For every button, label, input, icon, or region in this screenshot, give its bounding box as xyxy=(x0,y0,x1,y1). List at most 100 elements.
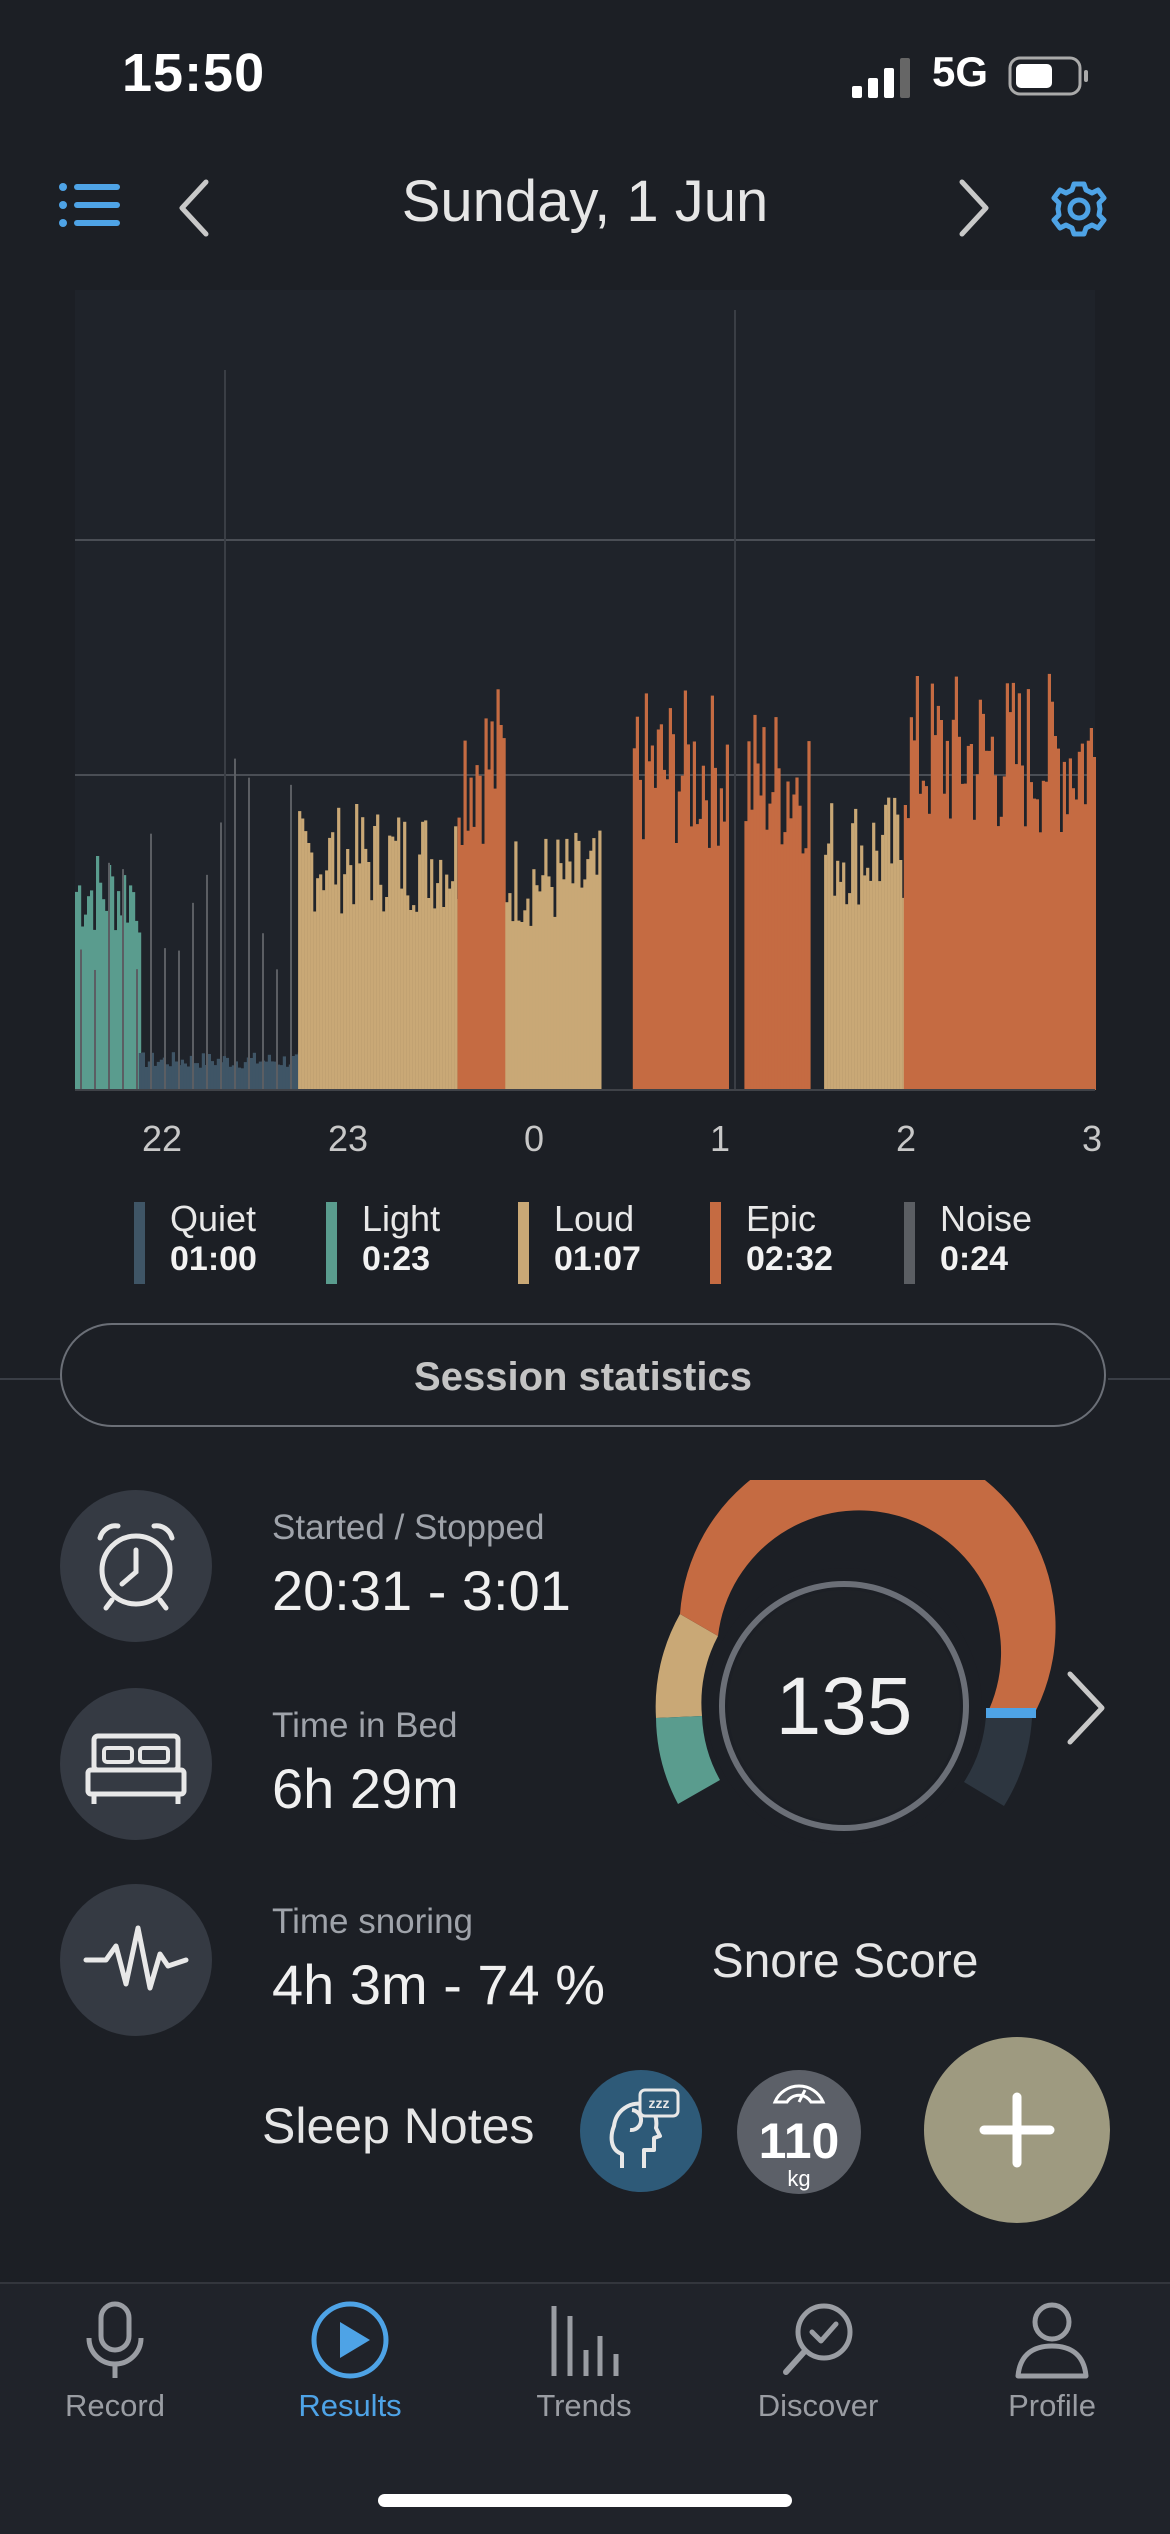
legend-swatch xyxy=(134,1202,145,1284)
chart-bar-loud xyxy=(415,911,419,1090)
chart-bar-loud xyxy=(445,874,449,1090)
chart-bar-loud xyxy=(553,916,557,1090)
chart-bar-epic xyxy=(499,725,503,1090)
chart-bar-loud xyxy=(418,854,422,1090)
chart-bar-light xyxy=(75,891,79,1090)
play-circle-icon xyxy=(311,2301,389,2379)
chart-bar-epic xyxy=(668,708,672,1090)
tab-label: Discover xyxy=(757,2388,879,2423)
chart-bar-epic xyxy=(656,729,660,1090)
chart-bar-epic xyxy=(912,740,916,1090)
tab-profile[interactable]: Profile xyxy=(952,2298,1152,2424)
time-snoring-label: Time snoring xyxy=(272,1902,473,1941)
chart-bar-loud xyxy=(845,904,849,1090)
chart-bar-quiet xyxy=(252,1052,256,1090)
snore-score-gauge[interactable]: 135 xyxy=(620,1480,1100,1860)
add-note-button[interactable] xyxy=(924,2037,1110,2223)
chart-bar-loud xyxy=(538,891,542,1090)
chart-bar-epic xyxy=(719,788,723,1090)
chart-bar-loud xyxy=(559,863,563,1090)
chart-bar-loud xyxy=(595,874,599,1090)
tab-record[interactable]: Record xyxy=(15,2298,215,2424)
chart-bar-epic xyxy=(463,740,467,1090)
chart-bar-epic xyxy=(481,843,485,1090)
chart-bar-quiet xyxy=(147,1061,151,1090)
bar-chart-icon xyxy=(551,2306,619,2376)
next-day-icon[interactable] xyxy=(956,178,992,238)
legend-value: 01:07 xyxy=(554,1240,641,1278)
chart-bar-noise xyxy=(150,833,152,1090)
chart-bar-loud xyxy=(424,820,428,1090)
chart-bar-epic xyxy=(762,727,766,1090)
chart-bar-loud xyxy=(349,865,353,1090)
chart-bar-quiet xyxy=(138,1053,142,1090)
list-menu-icon[interactable] xyxy=(58,180,122,230)
date-title: Sunday, 1 Jun xyxy=(401,169,769,234)
chart-bar-epic xyxy=(999,816,1003,1090)
chart-bar-epic xyxy=(701,765,705,1090)
chart-bar-loud xyxy=(574,832,578,1090)
sleep-note-tired-icon[interactable]: zzz xyxy=(580,2070,702,2192)
chart-bar-loud xyxy=(899,860,903,1090)
chart-bar-epic xyxy=(975,774,979,1090)
chart-bar-light xyxy=(87,896,91,1090)
chart-bar-epic xyxy=(1014,764,1018,1090)
chart-bar-epic xyxy=(1011,682,1015,1090)
chart-bar-epic xyxy=(475,765,479,1090)
tab-bar xyxy=(0,2282,1170,2534)
chart-bar-loud xyxy=(409,910,413,1090)
chart-bar-loud xyxy=(508,893,512,1090)
chart-bar-epic xyxy=(713,767,717,1090)
chart-bar-loud xyxy=(526,898,530,1090)
chart-bar-loud xyxy=(331,832,335,1090)
chart-bar-quiet xyxy=(180,1059,184,1090)
weight-note-button[interactable]: 110 kg xyxy=(737,2070,861,2194)
chart-bar-epic xyxy=(903,805,907,1090)
chevron-right-icon[interactable] xyxy=(1064,1668,1108,1748)
chart-bar-loud xyxy=(307,843,311,1090)
chart-bar-loud xyxy=(890,863,894,1090)
tab-trends[interactable]: Trends xyxy=(484,2298,684,2424)
session-statistics-button[interactable]: Session statistics xyxy=(60,1323,1106,1427)
chart-bar-noise xyxy=(178,950,180,1090)
chart-bar-quiet xyxy=(279,1065,283,1090)
chart-bar-loud xyxy=(517,920,521,1090)
settings-gear-icon[interactable] xyxy=(1048,178,1110,240)
chart-bar-epic xyxy=(1038,832,1042,1090)
chart-bar-quiet xyxy=(228,1066,232,1090)
chart-bar-quiet xyxy=(192,1063,196,1090)
chart-bar-epic xyxy=(1092,757,1096,1090)
tab-label: Results xyxy=(298,2388,402,2423)
chart-bar-epic xyxy=(662,769,666,1090)
tab-results[interactable]: Results xyxy=(250,2298,450,2424)
chart-bar-loud xyxy=(376,814,380,1090)
chart-bar-light xyxy=(120,915,124,1090)
chart-bar-loud xyxy=(893,797,897,1090)
chart-bar-loud xyxy=(866,867,870,1090)
previous-day-icon[interactable] xyxy=(176,178,212,238)
chart-bar-epic xyxy=(689,826,693,1090)
chart-bar-quiet xyxy=(285,1066,289,1090)
chart-bar-loud xyxy=(556,839,560,1090)
chart-bar-loud xyxy=(592,838,596,1090)
chart-bar-loud xyxy=(541,875,545,1090)
chart-bar-epic xyxy=(1044,781,1048,1090)
chart-bar-epic xyxy=(957,736,961,1090)
chart-bar-noise xyxy=(234,758,236,1090)
chart-bar-quiet xyxy=(231,1065,235,1090)
legend-swatch xyxy=(326,1202,337,1284)
chart-bar-epic xyxy=(695,824,699,1090)
chart-bar-epic xyxy=(939,720,943,1090)
chart-bar-epic xyxy=(747,741,751,1090)
chart-bar-quiet xyxy=(144,1067,148,1090)
chart-bar-quiet xyxy=(168,1066,172,1090)
chart-bar-epic xyxy=(993,775,997,1090)
chart-bar-light xyxy=(132,892,136,1090)
chart-bar-quiet xyxy=(240,1068,244,1090)
home-indicator xyxy=(378,2494,792,2507)
chart-bar-epic xyxy=(927,813,931,1090)
snore-timeline-chart xyxy=(75,290,1096,1091)
weight-unit: kg xyxy=(787,2166,811,2191)
tab-discover[interactable]: Discover xyxy=(718,2298,918,2424)
chart-bar-epic xyxy=(1032,798,1036,1090)
